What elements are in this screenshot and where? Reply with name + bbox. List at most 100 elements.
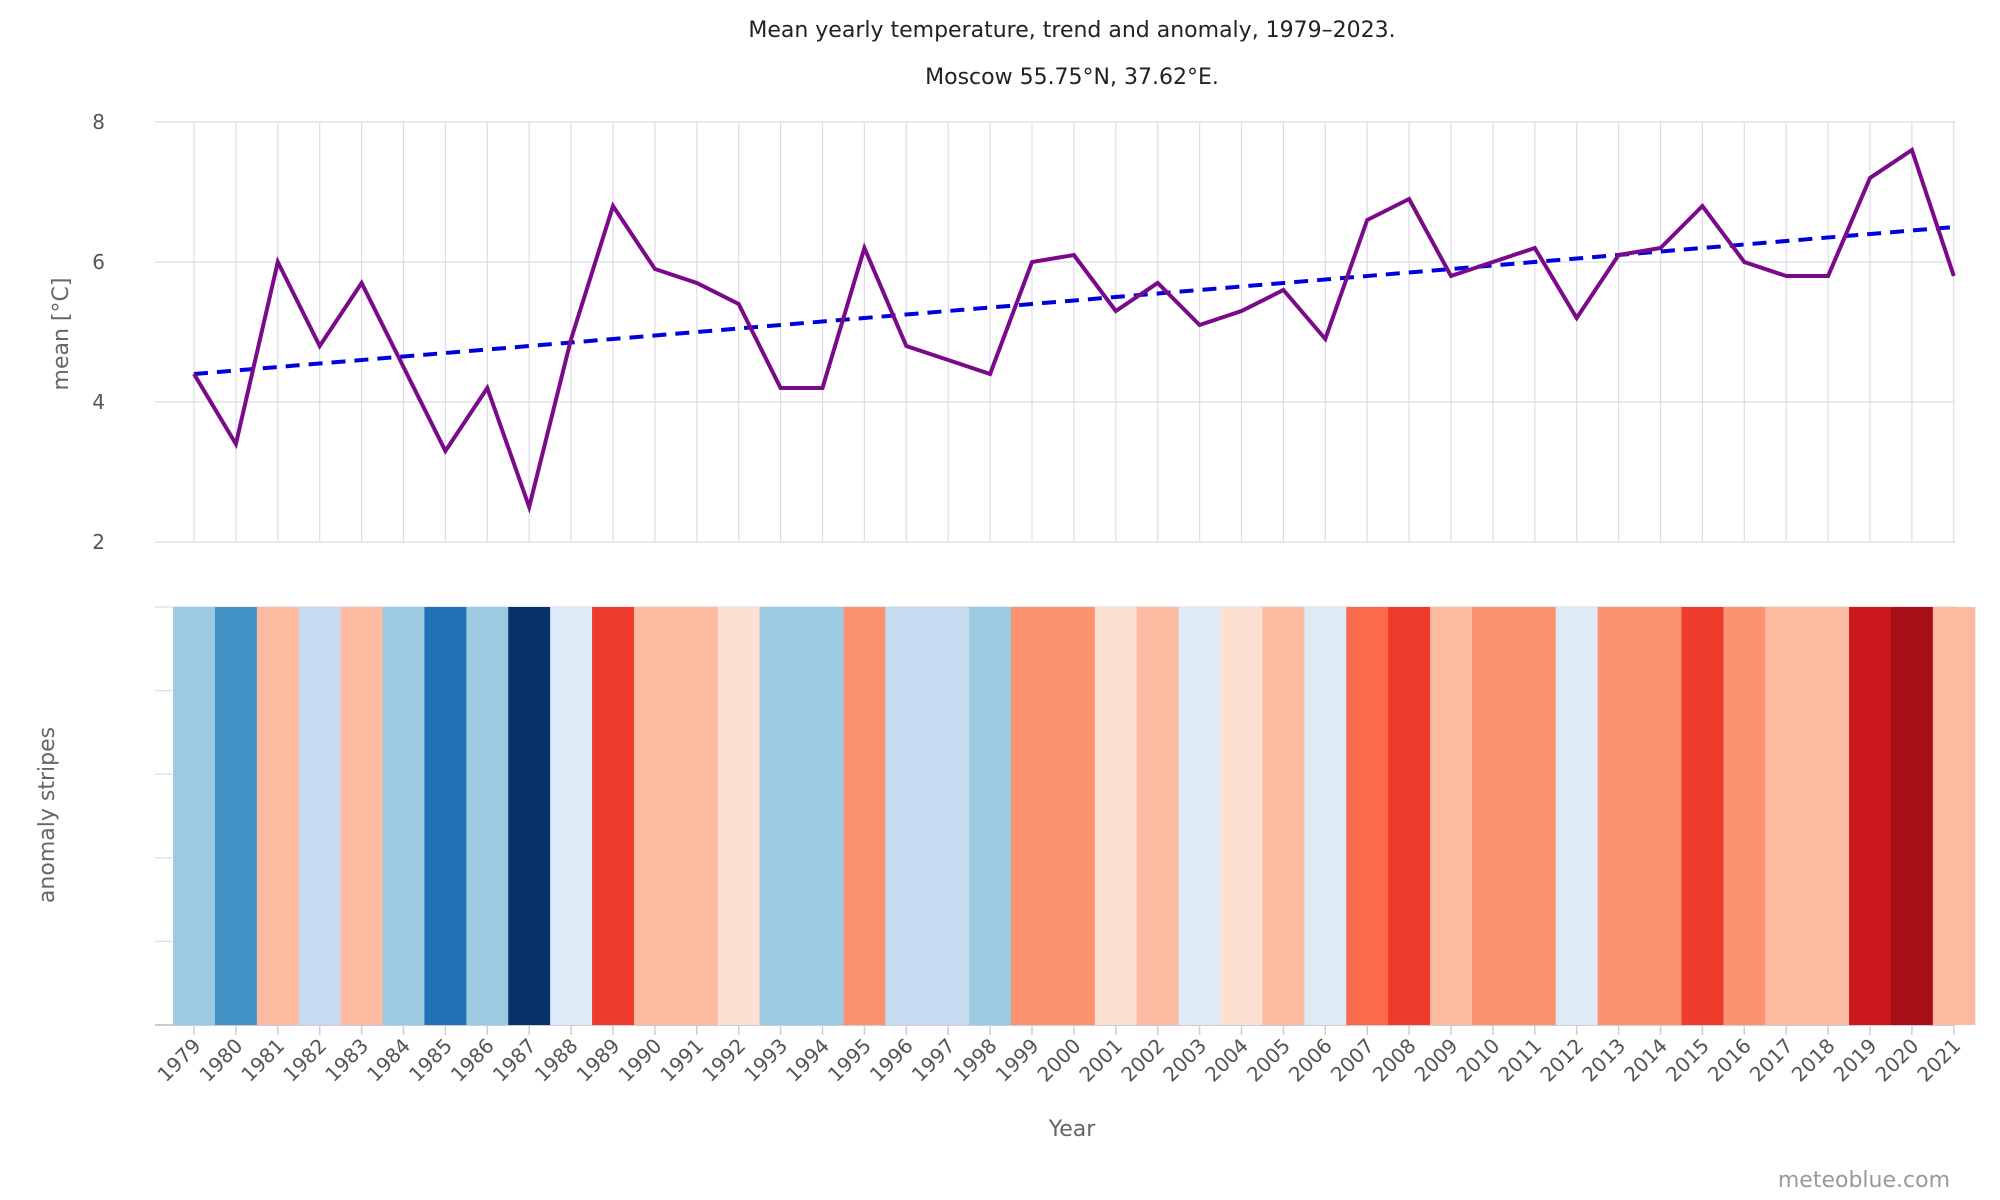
anomaly-stripe-2017 [1765,607,1808,1025]
x-axis-label: Year [1048,1117,1097,1142]
anomaly-stripe-2003 [1178,607,1222,1025]
anomaly-stripe-2002 [1136,607,1180,1025]
x-tick-label-2016: 2016 [1703,1034,1756,1087]
anomaly-stripe-2009 [1430,607,1473,1025]
anomaly-stripe-2010 [1471,607,1515,1025]
anomaly-stripe-2019 [1849,607,1892,1025]
x-tick-label-2013: 2013 [1577,1034,1630,1087]
anomaly-stripe-2011 [1513,607,1557,1025]
anomaly-stripe-2007 [1346,607,1389,1025]
x-tick-label-1999: 1999 [991,1034,1044,1087]
anomaly-stripe-1985 [424,607,467,1025]
x-tick-label-1993: 1993 [739,1034,792,1087]
anomaly-stripes [173,607,1976,1025]
x-tick-label-2014: 2014 [1619,1034,1672,1087]
chart-title: Mean yearly temperature, trend and anoma… [748,18,1395,43]
line-series [192,146,1956,514]
anomaly-stripe-2000 [1052,607,1096,1025]
y-axis-ticks: 2 4 6 8 [92,110,105,554]
anomaly-stripe-1993 [759,607,803,1025]
x-tick-label-1981: 1981 [236,1034,289,1087]
y-tick-label: 8 [92,110,105,134]
x-tick-label-1982: 1982 [278,1034,331,1087]
x-tick-label-2004: 2004 [1200,1034,1253,1087]
x-tick-label-1986: 1986 [446,1034,499,1087]
anomaly-stripe-2006 [1304,607,1347,1025]
anomaly-stripe-2014 [1639,607,1683,1025]
x-tick-label-1995: 1995 [823,1034,876,1087]
anomaly-stripe-2012 [1555,607,1599,1025]
anomaly-stripe-1981 [256,607,300,1025]
anomaly-stripe-2015 [1681,607,1724,1025]
anomaly-stripe-1994 [801,607,845,1025]
x-tick-label-2002: 2002 [1116,1034,1169,1087]
anomaly-stripe-1984 [382,607,426,1025]
anomaly-stripe-1991 [675,607,719,1025]
x-tick-label-2007: 2007 [1326,1034,1379,1087]
source-credit: meteoblue.com [1778,1168,1950,1193]
x-tick-label-1992: 1992 [697,1034,750,1087]
x-tick-label-1994: 1994 [781,1034,834,1087]
anomaly-stripe-1988 [550,607,593,1025]
x-tick-label-2000: 2000 [1032,1034,1085,1087]
anomaly-stripe-2005 [1262,607,1305,1025]
x-tick-label-2001: 2001 [1074,1034,1127,1087]
y-tick-label: 2 [92,530,105,554]
anomaly-stripe-1987 [508,607,551,1025]
anomaly-stripe-1990 [633,607,677,1025]
anomaly-stripe-2016 [1723,607,1766,1025]
x-tick-label-1990: 1990 [613,1034,666,1087]
x-tick-label-2020: 2020 [1870,1034,1923,1087]
x-tick-label-2019: 2019 [1829,1034,1882,1087]
trend-line [193,225,1954,376]
x-tick-label-1997: 1997 [907,1034,960,1087]
anomaly-stripe-1989 [592,607,635,1025]
x-tick-label-1989: 1989 [572,1034,625,1087]
anomaly-stripe-1997 [927,607,970,1025]
anomaly-stripe-2021 [1932,607,1976,1025]
x-tick-label-2005: 2005 [1242,1034,1295,1087]
x-tick-label-2010: 2010 [1451,1034,1504,1087]
anomaly-stripe-1999 [1011,607,1054,1025]
chart-subtitle: Moscow 55.75°N, 37.62°E. [925,65,1219,90]
anomaly-stripe-2008 [1388,607,1431,1025]
x-tick-label-1987: 1987 [488,1034,541,1087]
x-tick-label-1979: 1979 [153,1034,206,1087]
x-tick-label-2009: 2009 [1410,1034,1463,1087]
x-tick-label-2018: 2018 [1787,1034,1840,1087]
x-tick-label-2008: 2008 [1368,1034,1421,1087]
x-tick-label-1991: 1991 [655,1034,708,1087]
anomaly-stripe-1995 [843,607,886,1025]
x-tick-label-2015: 2015 [1661,1034,1714,1087]
x-tick-label-1985: 1985 [404,1034,457,1087]
x-tick-label-2021: 2021 [1912,1034,1965,1087]
anomaly-stripe-2001 [1094,607,1138,1025]
y-tick-label: 6 [92,250,105,274]
anomaly-stripe-1996 [885,607,928,1025]
anomaly-stripe-1992 [717,607,761,1025]
anomaly-stripe-1983 [340,607,384,1025]
x-tick-label-1988: 1988 [530,1034,583,1087]
x-tick-label-1984: 1984 [362,1034,415,1087]
x-tick-label-2006: 2006 [1284,1034,1337,1087]
y-axis-label-stripes: anomaly stripes [35,727,60,903]
anomaly-stripe-1986 [466,607,509,1025]
anomaly-stripe-2020 [1890,607,1934,1025]
anomaly-stripe-1982 [298,607,342,1025]
x-tick-label-2017: 2017 [1745,1034,1798,1087]
x-tick-label-1980: 1980 [194,1034,247,1087]
anomaly-stripe-2018 [1807,607,1850,1025]
x-tick-label-2012: 2012 [1535,1034,1588,1087]
x-tick-label-1983: 1983 [320,1034,373,1087]
y-tick-label: 4 [92,390,105,414]
anomaly-stripe-1979 [173,607,216,1025]
x-tick-label-1996: 1996 [865,1034,918,1087]
x-tick-label-2011: 2011 [1493,1034,1546,1087]
anomaly-stripe-2004 [1220,607,1264,1025]
anomaly-stripe-1980 [214,607,258,1025]
y-axis-label-mean: mean [°C] [49,278,74,391]
anomaly-stripe-2013 [1597,607,1641,1025]
x-tick-label-2003: 2003 [1158,1034,1211,1087]
x-axis-ticks: 1979198019811982198319841985198619871988… [153,1025,1965,1087]
